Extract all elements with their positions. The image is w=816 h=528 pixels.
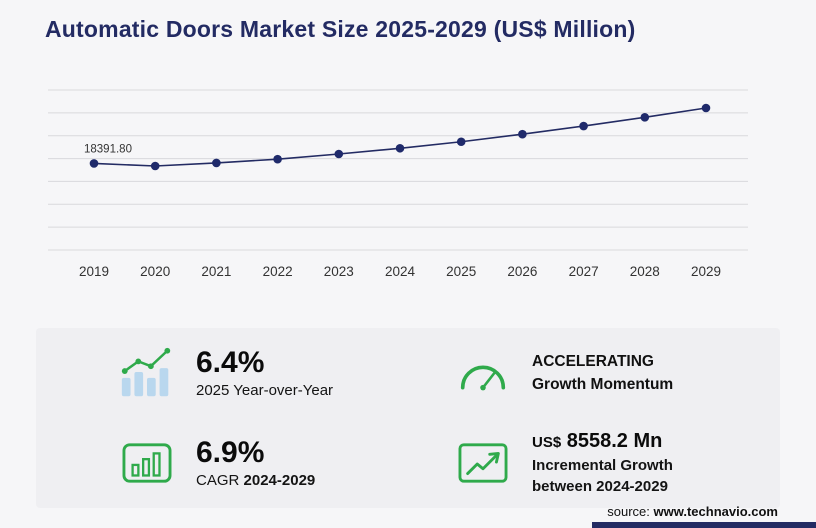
- stat-incremental: US$ 8558.2 Mn Incremental Growth between…: [408, 418, 780, 508]
- svg-text:2025: 2025: [446, 264, 476, 279]
- speedometer-icon: [450, 351, 516, 395]
- framed-bar-chart-icon: [114, 439, 180, 487]
- source-site: www.technavio.com: [653, 504, 779, 519]
- incremental-label: Incremental Growth between 2024-2029: [532, 456, 673, 495]
- momentum-line2: Growth Momentum: [532, 376, 674, 393]
- growth-arrow-chart-icon: [450, 439, 516, 487]
- svg-text:2026: 2026: [507, 264, 537, 279]
- svg-text:2027: 2027: [569, 264, 599, 279]
- source-credit: source: www.technavio.com: [607, 504, 778, 519]
- incremental-value: US$ 8558.2 Mn: [532, 429, 663, 452]
- yoy-label: 2025 Year-over-Year: [196, 381, 334, 399]
- line-chart: 18391.80 2019 2020 2021 2022 2023 2024 2025 2026…: [48, 89, 748, 279]
- page-title: Automatic Doors Market Size 2025-2029 (U…: [45, 16, 636, 42]
- svg-text:2022: 2022: [263, 264, 293, 279]
- svg-text:2023: 2023: [324, 264, 354, 279]
- bottom-accent-bar: [592, 522, 816, 528]
- market-size-chart: 18391.80 2019 2020 2021 2022 2023 2024 2025 2026…: [48, 80, 748, 285]
- source-prefix: source:: [607, 504, 654, 519]
- yoy-value: 6.4%: [196, 346, 265, 380]
- momentum-line1: ACCELERATING: [532, 352, 654, 370]
- stat-cagr: 6.9% CAGR 2024-2029: [36, 418, 408, 508]
- bar-chart-trend-icon: [114, 345, 180, 401]
- svg-text:2020: 2020: [140, 264, 170, 279]
- stats-panel: 6.4% 2025 Year-over-Year ACCELERATING Gr…: [36, 328, 780, 508]
- stat-yoy: 6.4% 2025 Year-over-Year: [36, 328, 408, 418]
- cagr-value: 6.9%: [196, 436, 265, 470]
- svg-text:2028: 2028: [630, 264, 660, 279]
- stat-momentum: ACCELERATING Growth Momentum: [408, 328, 780, 418]
- svg-text:2029: 2029: [691, 264, 721, 279]
- svg-text:2024: 2024: [385, 264, 416, 279]
- cagr-label: CAGR 2024-2029: [196, 471, 316, 489]
- svg-text:2019: 2019: [79, 264, 109, 279]
- svg-text:2021: 2021: [201, 264, 231, 279]
- svg-text:18391.80: 18391.80: [84, 143, 132, 155]
